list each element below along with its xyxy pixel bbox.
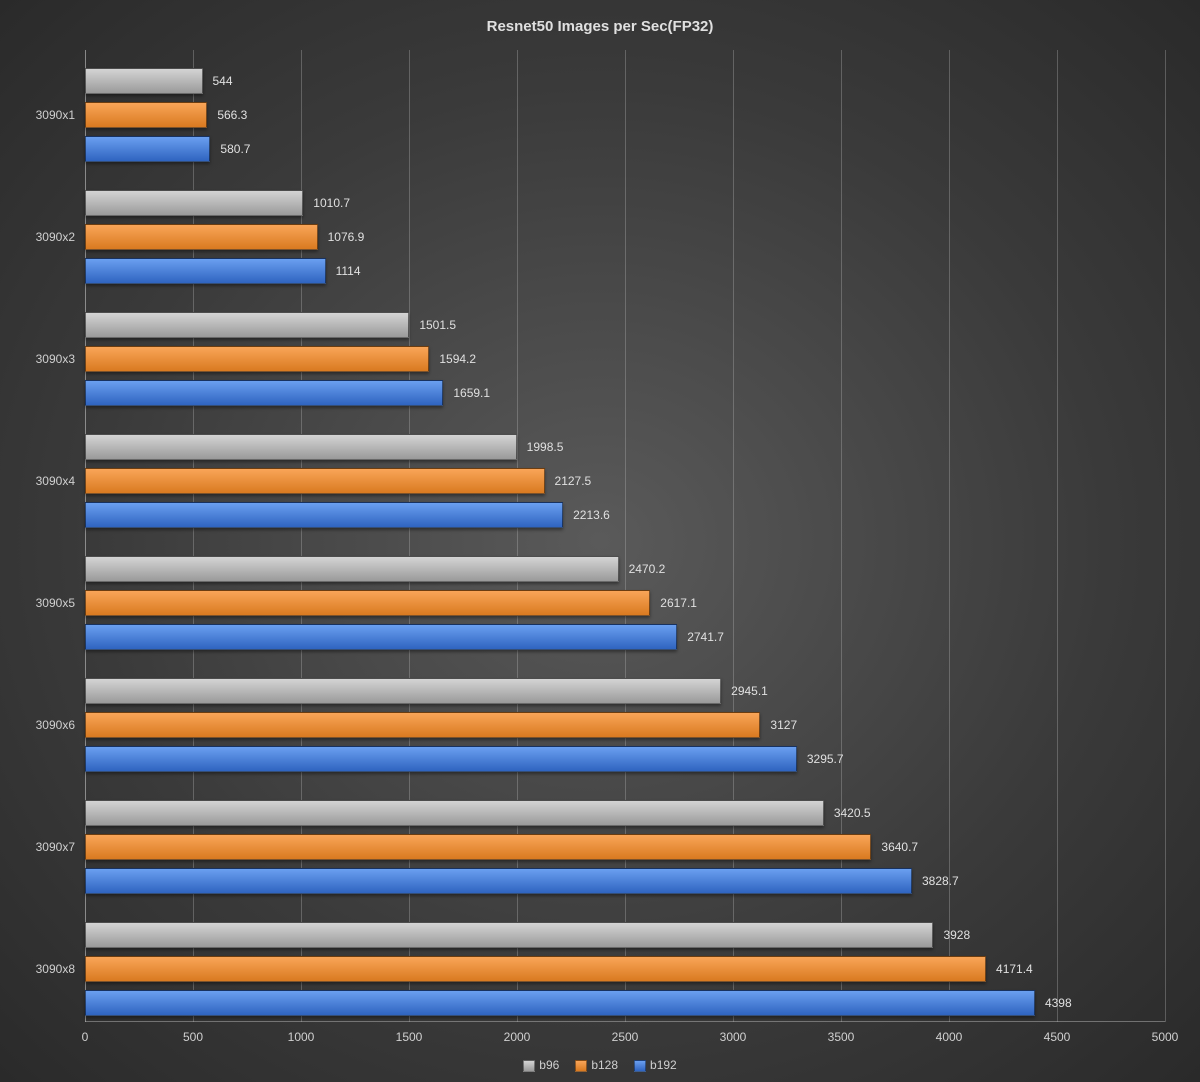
bar-value-label: 2127.5 (555, 474, 592, 488)
legend-swatch (634, 1060, 646, 1072)
bar-value-label: 3127 (770, 718, 797, 732)
chart-title: Resnet50 Images per Sec(FP32) (0, 0, 1200, 45)
bar-b96 (85, 312, 409, 338)
y-category-label: 3090x5 (20, 596, 75, 610)
bar-b128 (85, 590, 650, 616)
grid-line (1057, 50, 1058, 1022)
y-category-label: 3090x8 (20, 962, 75, 976)
bar-value-label: 1501.5 (419, 318, 456, 332)
bar-b96 (85, 922, 933, 948)
bar-b128 (85, 956, 986, 982)
y-category-label: 3090x4 (20, 474, 75, 488)
bar-b128 (85, 712, 760, 738)
bar-value-label: 3640.7 (881, 840, 918, 854)
chart-container: Resnet50 Images per Sec(FP32) 0500100015… (0, 0, 1200, 1082)
x-tick-label: 500 (183, 1030, 203, 1044)
bar-b128 (85, 468, 545, 494)
y-category-label: 3090x6 (20, 718, 75, 732)
y-category-label: 3090x7 (20, 840, 75, 854)
bar-value-label: 2470.2 (629, 562, 666, 576)
legend-label: b96 (539, 1058, 559, 1072)
x-tick-label: 2500 (612, 1030, 639, 1044)
bar-value-label: 580.7 (220, 142, 250, 156)
bar-b192 (85, 990, 1035, 1016)
bar-value-label: 566.3 (217, 108, 247, 122)
legend-item-b128: b128 (575, 1058, 618, 1072)
bar-b192 (85, 502, 563, 528)
x-tick-label: 3000 (720, 1030, 747, 1044)
legend: b96 b128 b192 (0, 1058, 1200, 1072)
bar-b192 (85, 624, 677, 650)
bar-b96 (85, 800, 824, 826)
bar-b192 (85, 868, 912, 894)
bar-value-label: 2213.6 (573, 508, 610, 522)
bar-b192 (85, 746, 797, 772)
y-category-label: 3090x2 (20, 230, 75, 244)
bar-value-label: 4171.4 (996, 962, 1033, 976)
bar-b192 (85, 258, 326, 284)
bar-value-label: 3828.7 (922, 874, 959, 888)
bar-b192 (85, 380, 443, 406)
x-tick-label: 1500 (396, 1030, 423, 1044)
bar-b128 (85, 834, 871, 860)
bar-value-label: 3420.5 (834, 806, 871, 820)
legend-swatch (575, 1060, 587, 1072)
x-tick-label: 1000 (288, 1030, 315, 1044)
legend-label: b128 (591, 1058, 618, 1072)
x-tick-label: 2000 (504, 1030, 531, 1044)
x-tick-label: 0 (82, 1030, 89, 1044)
bar-b192 (85, 136, 210, 162)
bar-value-label: 3295.7 (807, 752, 844, 766)
bar-value-label: 1076.9 (328, 230, 365, 244)
bar-value-label: 1114 (336, 264, 361, 278)
bar-value-label: 1010.7 (313, 196, 350, 210)
legend-item-b96: b96 (523, 1058, 559, 1072)
bar-b128 (85, 346, 429, 372)
bar-value-label: 2741.7 (687, 630, 724, 644)
bar-value-label: 3928 (943, 928, 970, 942)
x-tick-label: 3500 (828, 1030, 855, 1044)
legend-swatch (523, 1060, 535, 1072)
bar-b96 (85, 68, 203, 94)
bar-value-label: 1659.1 (453, 386, 490, 400)
x-tick-label: 4000 (936, 1030, 963, 1044)
bar-value-label: 4398 (1045, 996, 1072, 1010)
bar-value-label: 2945.1 (731, 684, 768, 698)
x-tick-label: 4500 (1044, 1030, 1071, 1044)
legend-label: b192 (650, 1058, 677, 1072)
bar-value-label: 544 (213, 74, 233, 88)
bar-b96 (85, 434, 517, 460)
bar-b96 (85, 556, 619, 582)
y-category-label: 3090x1 (20, 108, 75, 122)
x-tick-label: 5000 (1152, 1030, 1179, 1044)
bar-value-label: 1998.5 (527, 440, 564, 454)
legend-item-b192: b192 (634, 1058, 677, 1072)
bar-b96 (85, 678, 721, 704)
bar-b128 (85, 224, 318, 250)
bar-value-label: 2617.1 (660, 596, 697, 610)
y-category-label: 3090x3 (20, 352, 75, 366)
bar-value-label: 1594.2 (439, 352, 476, 366)
bar-b96 (85, 190, 303, 216)
grid-line (1165, 50, 1166, 1022)
plot-area: 0500100015002000250030003500400045005000… (85, 50, 1165, 1022)
bar-b128 (85, 102, 207, 128)
